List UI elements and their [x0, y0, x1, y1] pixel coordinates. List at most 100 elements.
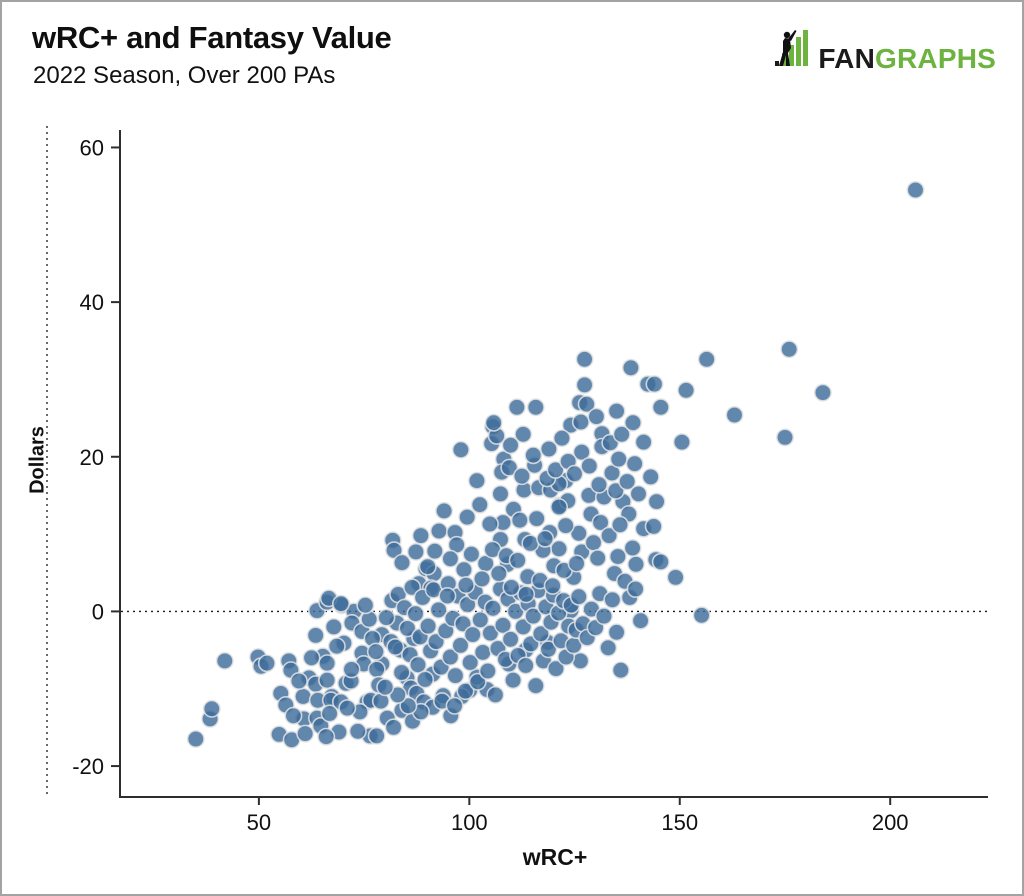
data-point — [470, 495, 489, 514]
data-point — [429, 521, 448, 540]
data-point — [445, 696, 464, 715]
data-point — [392, 553, 411, 572]
data-point — [406, 604, 425, 623]
data-point — [618, 472, 637, 491]
data-point — [376, 678, 395, 697]
y-tick-label: -20 — [72, 754, 104, 779]
data-point — [480, 514, 499, 533]
data-point — [411, 526, 430, 545]
fangraphs-logo-icon — [775, 28, 813, 73]
data-point — [454, 560, 473, 579]
data-point — [546, 659, 565, 678]
data-point — [483, 599, 502, 618]
data-point — [546, 460, 565, 479]
data-point — [294, 687, 313, 706]
data-point — [514, 425, 533, 444]
chart-subtitle: 2022 Season, Over 200 PAs — [33, 62, 336, 89]
x-tick-label: 50 — [247, 810, 271, 835]
data-point — [594, 607, 613, 626]
y-tick-label: 60 — [80, 135, 104, 160]
data-point — [408, 655, 427, 674]
data-point — [565, 464, 584, 483]
data-point — [775, 428, 794, 447]
data-point — [416, 670, 435, 689]
data-point — [441, 647, 460, 666]
data-point — [692, 606, 711, 625]
data-point — [813, 383, 832, 402]
data-point — [491, 484, 510, 503]
data-point — [501, 436, 520, 455]
data-point — [572, 443, 591, 462]
data-point — [521, 534, 540, 553]
data-point — [672, 433, 691, 452]
data-point — [471, 610, 490, 629]
data-point — [441, 549, 460, 568]
data-point — [697, 350, 716, 369]
data-point — [324, 617, 343, 636]
data-point — [539, 640, 558, 659]
data-point — [599, 638, 618, 657]
data-point — [526, 398, 545, 417]
data-point — [451, 636, 470, 655]
data-point — [647, 492, 666, 511]
data-point — [543, 576, 562, 595]
data-point — [472, 569, 491, 588]
data-point — [634, 433, 653, 452]
data-point — [348, 722, 367, 741]
data-point — [435, 501, 454, 520]
data-point — [580, 456, 599, 475]
data-point — [539, 439, 558, 458]
x-axis-title: wRC+ — [522, 844, 588, 870]
data-point — [486, 685, 505, 704]
data-point — [446, 666, 465, 685]
data-point — [549, 539, 568, 558]
data-point — [524, 446, 543, 465]
data-point — [462, 545, 481, 564]
data-point — [621, 358, 640, 377]
y-tick-label: 40 — [80, 290, 104, 315]
data-point — [215, 651, 234, 670]
data-point — [608, 547, 627, 566]
data-point — [591, 513, 610, 532]
data-point — [517, 585, 536, 604]
data-point — [425, 542, 444, 561]
data-point — [202, 699, 221, 718]
data-point — [367, 726, 386, 745]
data-point — [575, 350, 594, 369]
data-point — [398, 619, 417, 638]
data-point — [406, 542, 425, 561]
data-point — [536, 529, 555, 548]
x-tick-label: 100 — [451, 810, 488, 835]
data-point — [456, 576, 475, 595]
data-point — [666, 568, 685, 587]
data-point — [473, 643, 492, 662]
data-point — [501, 630, 520, 649]
data-point — [502, 578, 521, 597]
data-point — [458, 508, 477, 527]
data-point — [603, 590, 622, 609]
data-point — [461, 653, 480, 672]
data-point — [320, 704, 339, 723]
data-point — [645, 375, 664, 394]
data-point — [607, 623, 626, 642]
data-point — [623, 413, 642, 432]
data-point — [302, 648, 321, 667]
data-point — [552, 429, 571, 448]
data-point — [429, 600, 448, 619]
data-point — [296, 724, 315, 743]
data-point — [631, 611, 650, 630]
data-point — [318, 671, 337, 690]
data-point — [366, 642, 385, 661]
data-point — [906, 181, 925, 200]
logo-graphs: GRAPHS — [875, 43, 996, 74]
data-point — [186, 729, 205, 748]
data-point — [651, 398, 670, 417]
data-point — [725, 405, 744, 424]
data-point — [356, 596, 375, 615]
fangraphs-logo[interactable]: FANGRAPHS — [775, 28, 996, 73]
data-point — [516, 656, 535, 675]
data-point — [318, 654, 337, 673]
x-tick-label: 200 — [872, 810, 909, 835]
logo-fan: FAN — [818, 43, 875, 74]
